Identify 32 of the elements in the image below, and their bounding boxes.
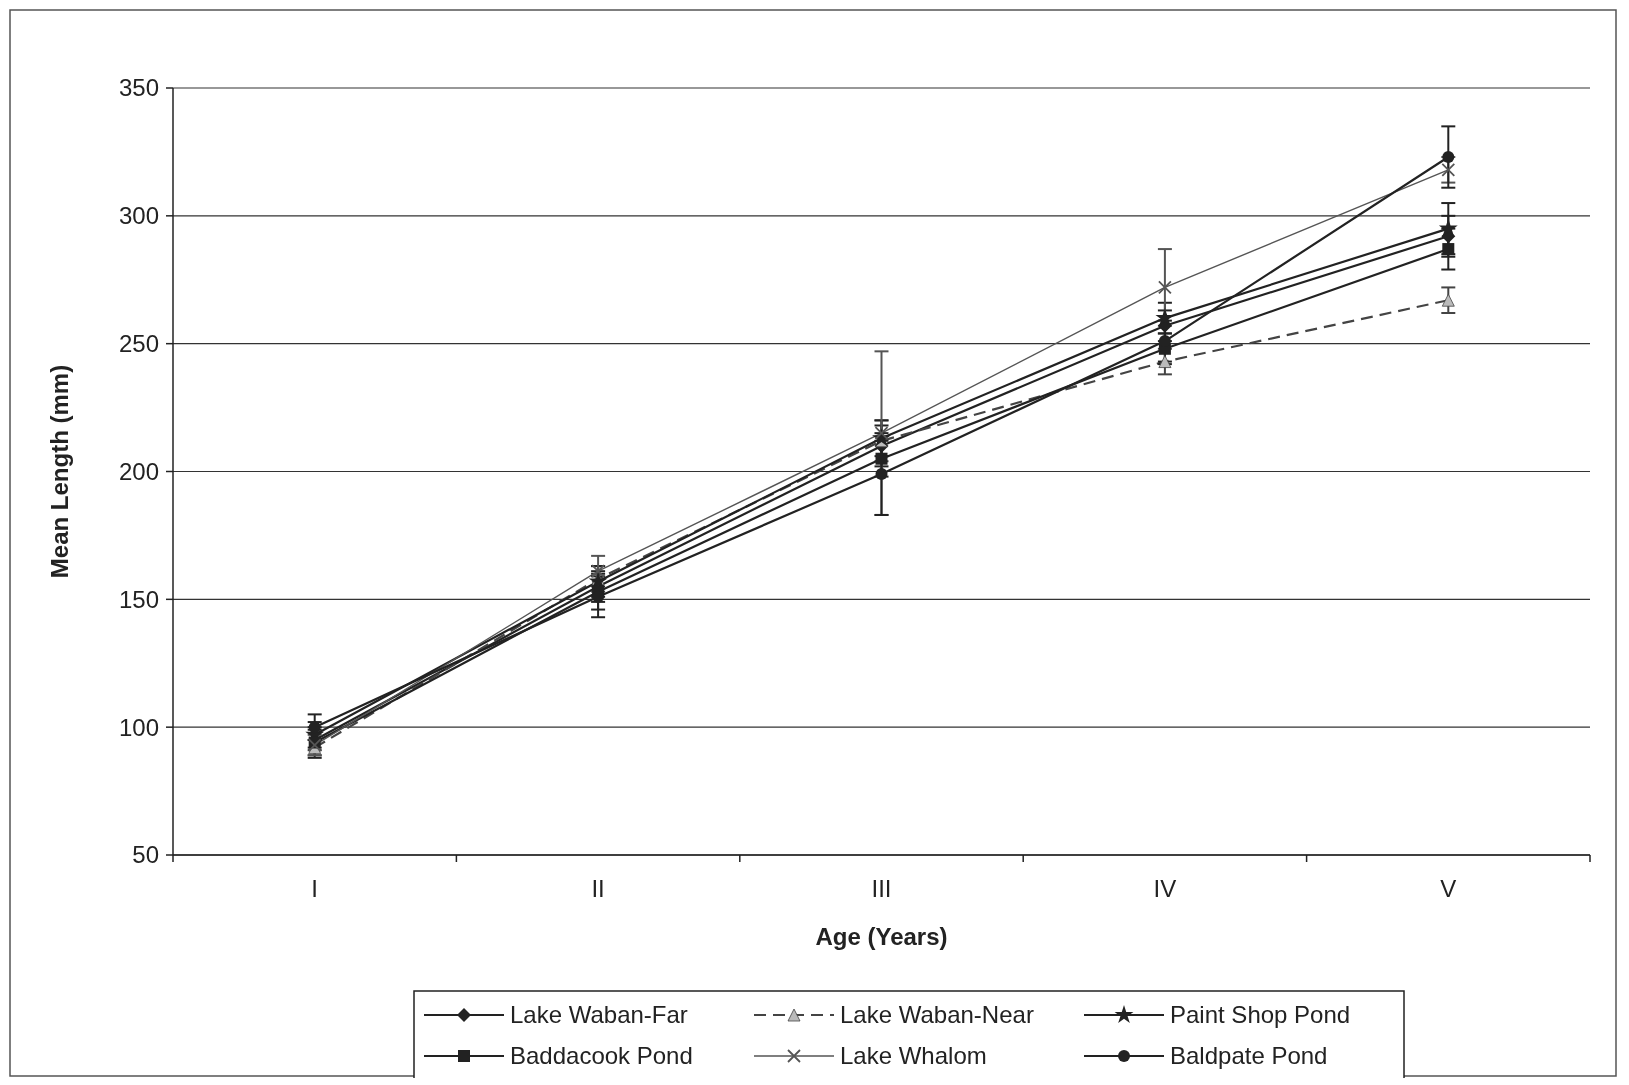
x-tick-label: IV [1153,875,1177,902]
x-tick-label: V [1440,875,1457,902]
point [1155,308,1175,327]
point [1438,218,1458,237]
y-tick-label: 350 [118,74,159,102]
point [591,564,605,579]
y-tick-label: 150 [118,585,159,613]
point [875,452,888,465]
y-tick-label: 250 [118,330,159,358]
x-tick-label: II [591,875,605,902]
legend-label: Paint Shop Pond [1170,1001,1351,1029]
legend-label: Lake Waban-Near [840,1001,1034,1029]
point [1442,151,1455,164]
x-axis-title: Age (Years) [815,923,948,950]
y-axis-title: Mean Length (mm) [46,364,73,579]
x-tick-label: I [311,875,319,902]
point [1442,243,1455,256]
y-tick-label: 100 [118,713,159,741]
point [874,426,889,441]
point [1158,280,1172,295]
point [1441,162,1456,177]
point [875,468,888,481]
y-tick-label: 50 [132,841,159,869]
legend-label: Baldpate Pond [1170,1042,1328,1070]
y-tick-label: 200 [118,457,159,485]
legend-label: Lake Waban-Far [510,1001,688,1029]
point [1158,355,1172,368]
x-tick-label: III [871,875,892,902]
point [1441,293,1455,307]
legend-label: Lake Whalom [840,1042,987,1070]
y-tick-label: 300 [118,202,159,230]
legend-label: Baddacook Pond [510,1042,693,1070]
